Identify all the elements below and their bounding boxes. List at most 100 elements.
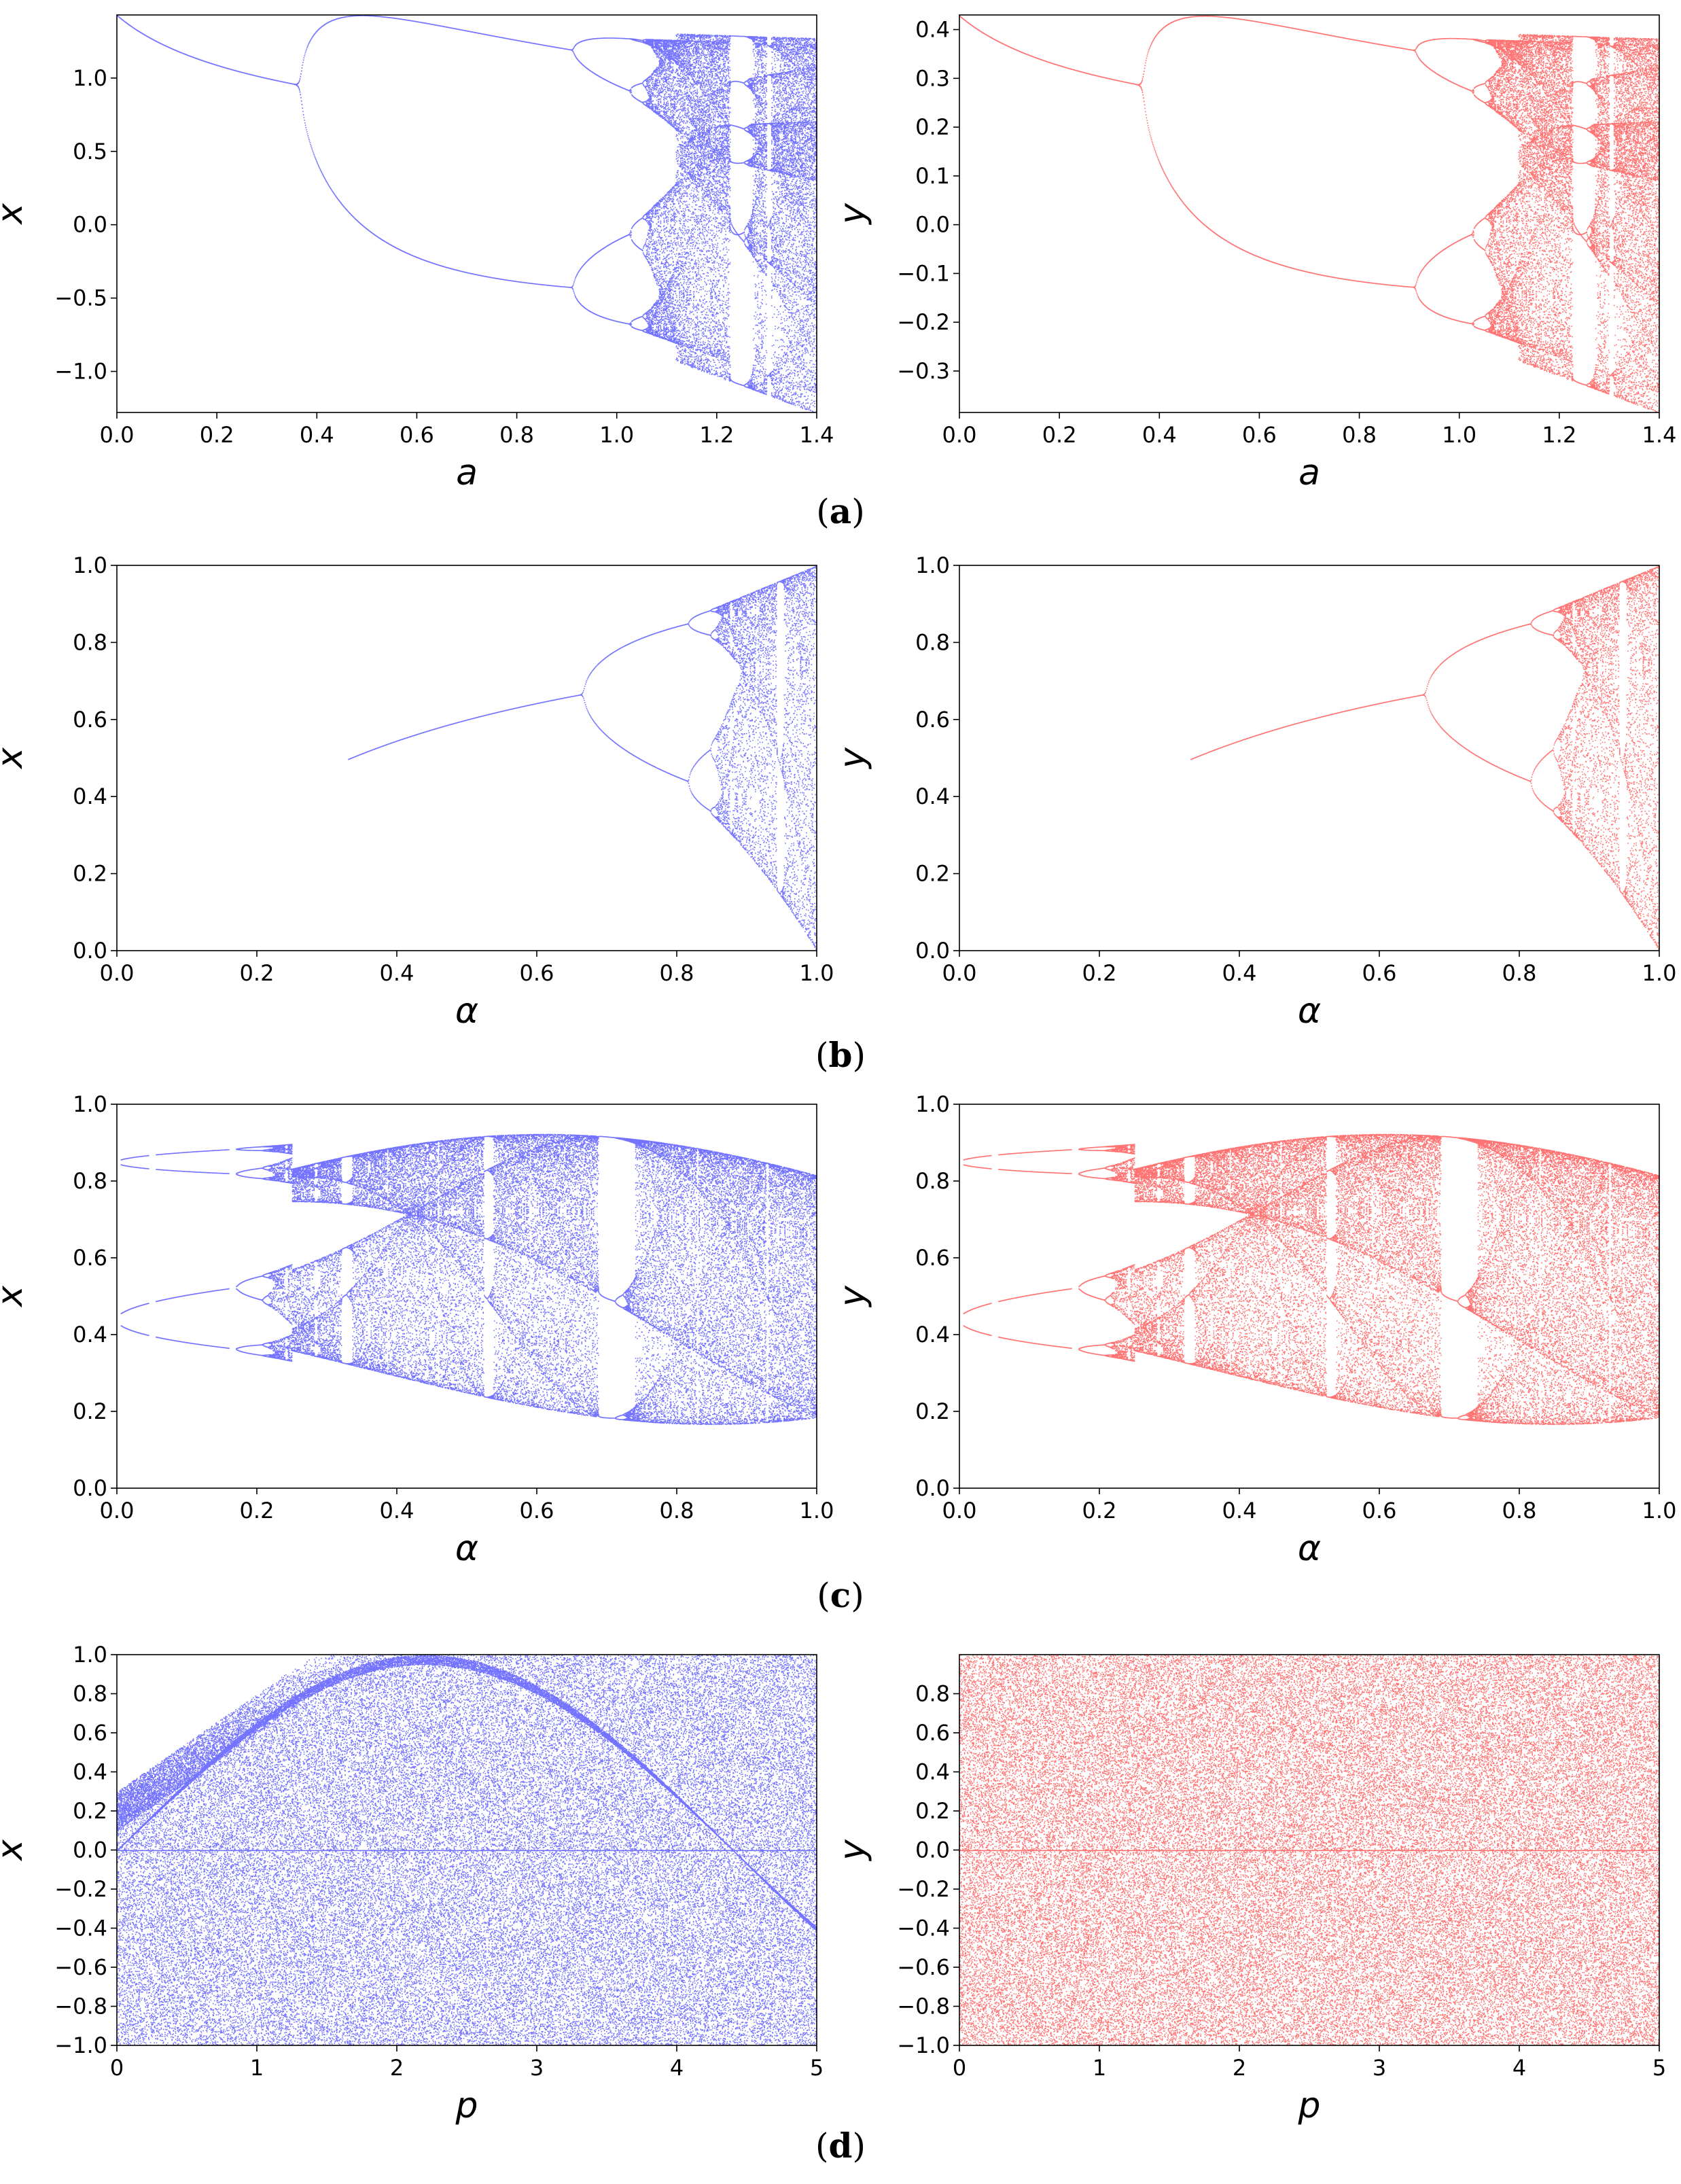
x-tick-label: 1.0	[599, 422, 634, 448]
y-tick-label: 0.4	[73, 783, 107, 809]
y-tick-label: 0.4	[915, 1322, 950, 1348]
x-tick-label: 1	[250, 2055, 264, 2081]
x-tick-label: 1.2	[1542, 422, 1576, 448]
x-tick-label: 0.0	[942, 1498, 977, 1523]
y-tick-label: 0.0	[73, 212, 107, 238]
y-tick-label: −0.8	[897, 1994, 950, 2020]
y-tick-label: 0.0	[73, 1475, 107, 1501]
x-tick-label: 0.6	[520, 960, 554, 986]
x-tick-label: 1.2	[699, 422, 734, 448]
x-tick-label: 5	[1652, 2055, 1666, 2081]
x-tick-label: 0.4	[1142, 422, 1177, 448]
x-tick-label: 1.0	[1642, 960, 1677, 986]
x-tick-label: 0.0	[942, 422, 977, 448]
x-tick-label: 0	[110, 2055, 124, 2081]
x-tick-label: 0.6	[1242, 422, 1277, 448]
x-tick-label: 0.0	[942, 960, 977, 986]
y-tick-label: 1.0	[73, 65, 107, 91]
x-axis-label: p	[455, 2085, 478, 2126]
x-tick-label: 0.2	[200, 422, 234, 448]
y-tick-label: 0.6	[73, 1245, 107, 1271]
y-tick-label: 1.0	[73, 1091, 107, 1117]
y-tick-label: 0.2	[915, 1798, 950, 1824]
x-tick-label: 4	[670, 2055, 684, 2081]
x-tick-label: 0.2	[1042, 422, 1077, 448]
x-tick-label: 1.4	[800, 422, 834, 448]
y-tick-label: 0.6	[73, 707, 107, 733]
y-tick-label: 0.2	[915, 1398, 950, 1424]
x-axis-label: p	[1297, 2085, 1320, 2126]
data-points-b-x	[117, 566, 818, 952]
y-axis-label: x	[0, 202, 31, 226]
y-tick-label: 0.2	[73, 861, 107, 887]
y-tick-label: 0.0	[73, 938, 107, 964]
y-tick-label: 1.0	[73, 1642, 107, 1668]
y-axis-label: y	[832, 1285, 873, 1308]
data-points-c-x	[121, 1134, 818, 1425]
axes-frame-b-x	[117, 565, 817, 951]
chart-d-x: 0 1 2 3 4 5−1.0−0.8−0.6−0.4−0.20.00.20.40.60.…	[0, 1642, 824, 2126]
x-tick-label: 1.0	[800, 1498, 834, 1523]
data-points-b-y	[959, 566, 1661, 952]
y-tick-label: −0.5	[54, 285, 107, 311]
x-tick-label: 0.8	[1502, 1498, 1537, 1523]
x-axis-label: α	[1298, 1528, 1321, 1569]
x-tick-label: 0.0	[100, 1498, 135, 1523]
y-tick-label: −0.1	[897, 260, 950, 286]
y-tick-label: 0.4	[73, 1759, 107, 1785]
x-tick-label: 1.0	[1442, 422, 1476, 448]
y-tick-label: 0.8	[915, 1681, 950, 1707]
x-tick-label: 2	[390, 2055, 404, 2081]
x-tick-label: 0.8	[499, 422, 534, 448]
x-axis-label: α	[455, 991, 478, 1032]
y-tick-label: 0.2	[73, 1798, 107, 1824]
y-tick-label: 0.8	[915, 1168, 950, 1194]
panel-captions: (a) (b) (c) (d)	[815, 491, 866, 2166]
y-tick-label: 0.0	[915, 1475, 950, 1501]
y-tick-label: 0.4	[915, 783, 950, 809]
x-tick-label: 0.0	[100, 422, 135, 448]
y-tick-label: −1.0	[897, 2032, 950, 2058]
chart-a-x: 0.0 0.2 0.4 0.6 0.8 1.0 1.2 1.4−1.0−0.50.00.51.…	[0, 15, 834, 493]
y-tick-label: 0.6	[915, 707, 950, 733]
y-tick-label: 0.2	[73, 1398, 107, 1424]
y-axis-label: y	[832, 1839, 873, 1862]
x-tick-label: 0.8	[660, 960, 694, 986]
x-tick-label: 0.2	[1082, 1498, 1117, 1523]
x-tick-label: 0.6	[400, 422, 434, 448]
y-tick-label: 0.3	[915, 65, 950, 91]
caption-a: (a)	[816, 491, 864, 531]
x-axis-label: α	[1298, 991, 1321, 1032]
x-tick-label: 0.8	[1342, 422, 1377, 448]
x-tick-label: 3	[530, 2055, 544, 2081]
y-tick-label: 1.0	[915, 552, 950, 578]
x-tick-label: 0.8	[660, 1498, 694, 1523]
x-tick-label: 3	[1373, 2055, 1386, 2081]
y-tick-label: 0.8	[73, 629, 107, 655]
data-points-a-x	[117, 15, 818, 412]
y-tick-label: 0.8	[73, 1681, 107, 1707]
axes-frame-b-y	[959, 565, 1659, 951]
y-tick-label: 0.0	[915, 212, 950, 238]
y-tick-label: 0.0	[73, 1837, 107, 1863]
x-tick-label: 0.2	[1082, 960, 1117, 986]
caption-b: (b)	[815, 1035, 866, 1075]
caption-c: (c)	[817, 1575, 864, 1615]
chart-d-y: 0 1 2 3 4 5−1.0−0.8−0.6−0.4−0.20.00.20.40.60.…	[832, 1655, 1666, 2126]
x-tick-label: 0.4	[1222, 1498, 1257, 1523]
axes-frame-c-y	[959, 1104, 1659, 1488]
y-tick-label: 1.0	[915, 1091, 950, 1117]
y-tick-label: 0.0	[915, 938, 950, 964]
x-axis-label: a	[1298, 453, 1320, 493]
y-tick-label: 0.2	[915, 114, 950, 140]
x-tick-label: 0.6	[520, 1498, 554, 1523]
x-tick-label: 1.0	[1642, 1498, 1677, 1523]
x-tick-label: 0.0	[100, 960, 135, 986]
x-tick-label: 1	[1093, 2055, 1106, 2081]
y-tick-label: −0.4	[54, 1916, 107, 1941]
y-tick-label: −1.0	[54, 359, 107, 385]
x-axis-label: α	[455, 1528, 478, 1569]
x-tick-label: 0.6	[1362, 1498, 1397, 1523]
y-tick-label: 0.4	[915, 17, 950, 43]
y-tick-label: −1.0	[54, 2032, 107, 2058]
